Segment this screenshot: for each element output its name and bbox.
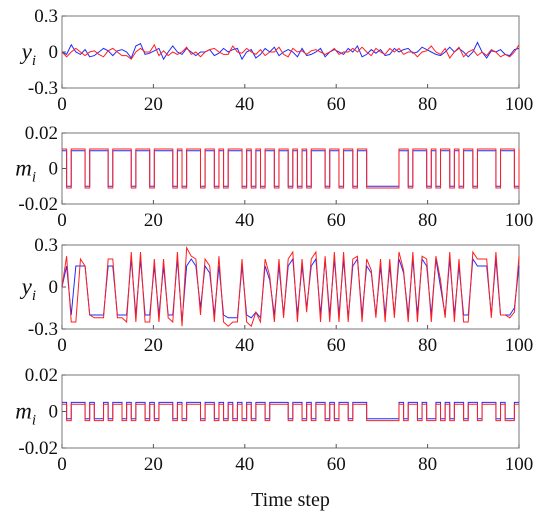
x-tick-label: 20 xyxy=(144,335,163,356)
x-tick-label: 80 xyxy=(418,335,437,356)
x-tick-label: 0 xyxy=(57,94,67,115)
x-tick-label: 40 xyxy=(235,210,254,231)
y-tick-label: 0.3 xyxy=(34,6,58,27)
x-axis-label: Time step xyxy=(251,489,330,511)
y-axis-label: mi xyxy=(15,156,36,186)
panel-2: 0 20 40 60 80 100 0.02 0 mi -0.02 xyxy=(15,123,533,231)
x-tick-label: 100 xyxy=(505,94,534,115)
series-line-1 xyxy=(62,150,520,187)
axes-frame xyxy=(61,132,520,205)
series-line-2 xyxy=(62,148,520,189)
y-tick-label: 0.02 xyxy=(25,365,58,386)
x-tick-label: 60 xyxy=(327,335,346,356)
y-axis-label: mi xyxy=(15,399,36,429)
x-tick-label: 20 xyxy=(144,210,163,231)
x-tick-label: 100 xyxy=(505,454,534,475)
x-tick-label: 0 xyxy=(57,454,67,475)
y-tick-label: 0.3 xyxy=(34,235,58,256)
x-tick-label: 80 xyxy=(418,94,437,115)
x-tick-label: 80 xyxy=(418,454,437,475)
series-line-2 xyxy=(62,403,519,422)
series-line-1 xyxy=(61,41,520,61)
y-axis-label: yi xyxy=(20,39,36,69)
x-tick-label: 60 xyxy=(327,94,346,115)
y-axis-label: yi xyxy=(20,274,36,304)
x-tick-label: 60 xyxy=(327,454,346,475)
y-tick-label: -0.3 xyxy=(28,319,58,340)
x-tick-label: 100 xyxy=(505,210,534,231)
series-line-2 xyxy=(61,43,520,60)
y-tick-label: 0.02 xyxy=(25,123,58,144)
panel-4: 0 20 40 60 80 100 0.02 0 mi -0.02 Time step xyxy=(15,365,533,511)
x-tick-label: 100 xyxy=(505,335,534,356)
x-tick-label: 40 xyxy=(235,454,254,475)
series-line-1 xyxy=(62,401,519,420)
x-tick-label: 0 xyxy=(57,210,67,231)
panel-3: 0 20 40 60 80 100 0.3 0 yi -0.3 xyxy=(20,235,534,356)
x-tick-label: 20 xyxy=(144,94,163,115)
x-tick-label: 40 xyxy=(235,335,254,356)
y-tick-label: -0.02 xyxy=(18,438,58,459)
series-line-2 xyxy=(61,246,520,328)
y-tick-label: 0 xyxy=(49,277,59,298)
axes-frame xyxy=(61,374,520,449)
y-tick-label: 0 xyxy=(49,42,59,63)
x-tick-label: 60 xyxy=(327,210,346,231)
x-tick-label: 20 xyxy=(144,454,163,475)
y-tick-label: -0.3 xyxy=(28,78,58,99)
x-tick-label: 40 xyxy=(235,94,254,115)
y-tick-label: 0 xyxy=(49,402,59,423)
y-tick-label: 0 xyxy=(49,159,59,180)
panel-1: 0 20 40 60 80 100 0.3 0 yi -0.3 xyxy=(20,6,534,115)
y-tick-label: -0.02 xyxy=(18,194,58,215)
x-tick-label: 80 xyxy=(418,210,437,231)
x-tick-label: 0 xyxy=(57,335,67,356)
